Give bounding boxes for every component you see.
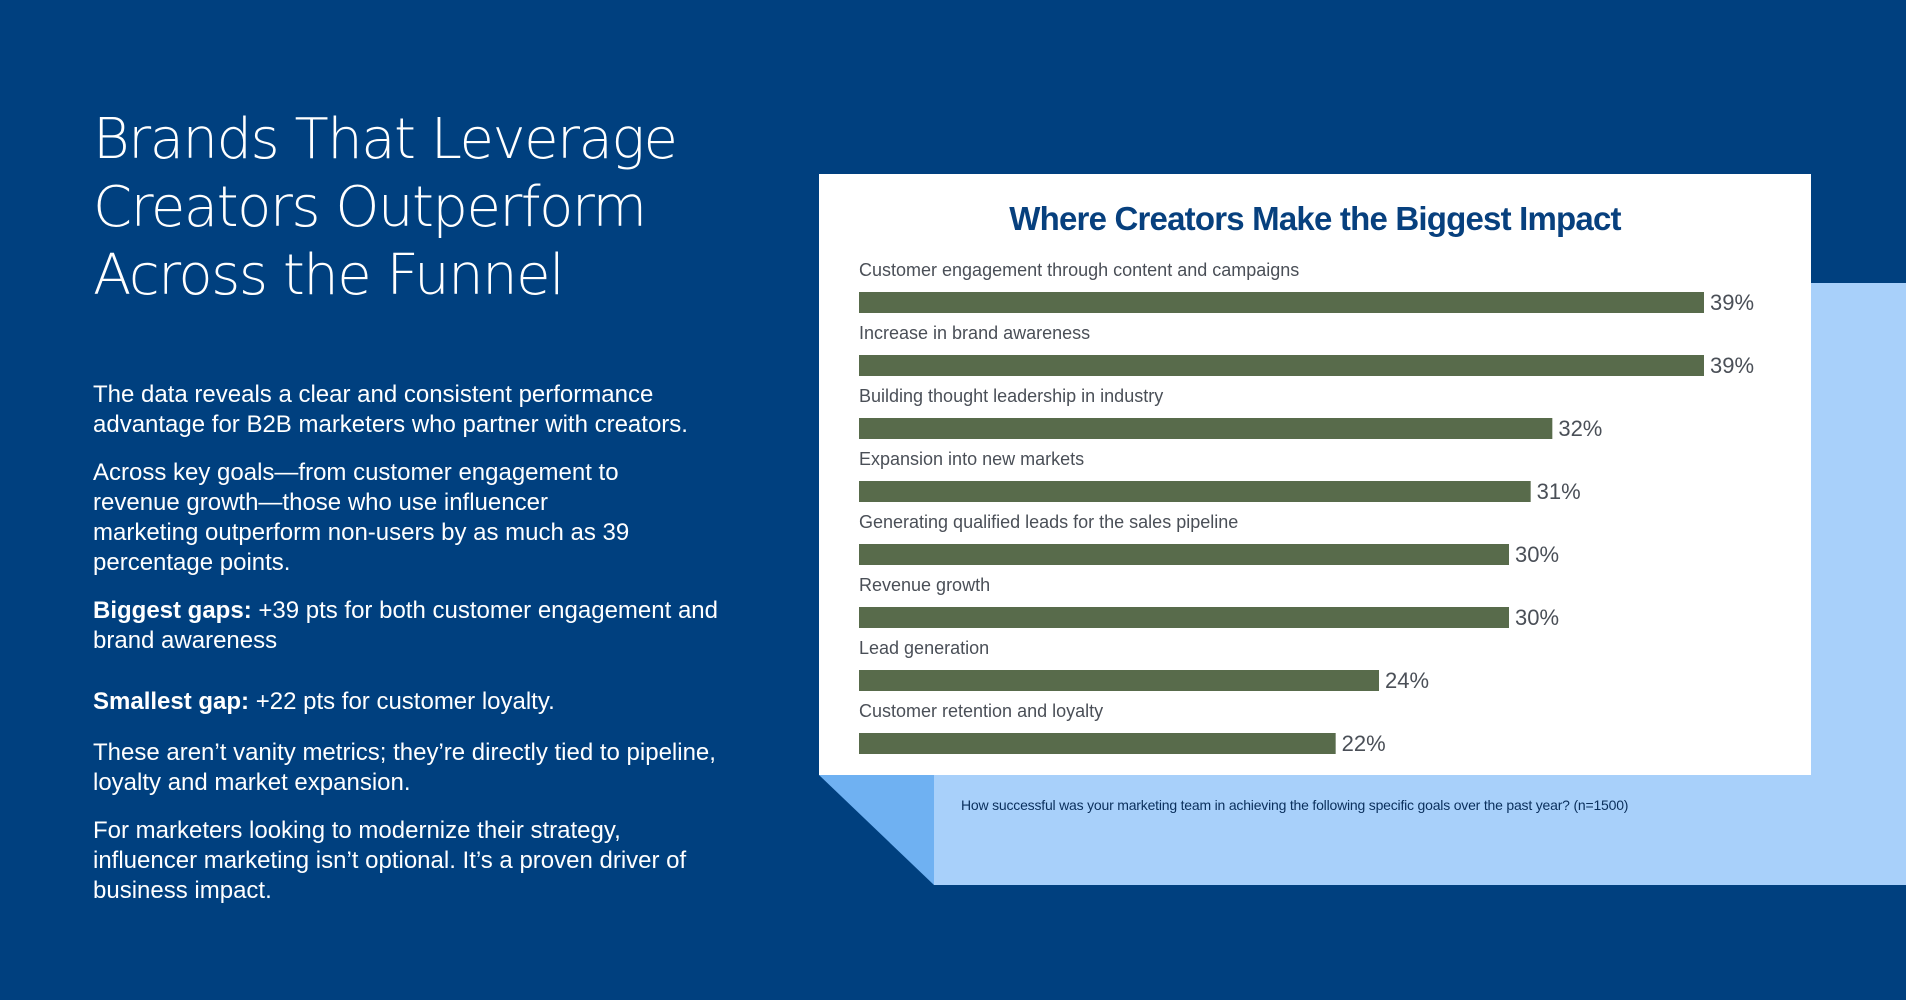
bar-chart: Customer engagement through content and … xyxy=(859,260,1754,756)
value-label: 39% xyxy=(1710,353,1754,378)
value-label: 30% xyxy=(1515,605,1559,630)
bar xyxy=(859,481,1531,502)
biggest-gaps-text: +39 pts for both customer engagement and… xyxy=(93,597,718,654)
body-paragraph-intro: The data reveals a clear and consistent … xyxy=(93,381,688,438)
value-label: 30% xyxy=(1515,542,1559,567)
category-label: Customer engagement through content and … xyxy=(859,260,1299,280)
body-paragraph-vanity-metrics: These aren’t vanity metrics; they’re dir… xyxy=(93,739,716,796)
category-label: Customer retention and loyalty xyxy=(859,701,1103,721)
category-label: Revenue growth xyxy=(859,575,990,595)
category-label: Expansion into new markets xyxy=(859,449,1084,469)
value-label: 24% xyxy=(1385,668,1429,693)
value-label: 32% xyxy=(1558,416,1602,441)
accent-triangle xyxy=(819,775,934,885)
category-label: Lead generation xyxy=(859,638,989,658)
bar xyxy=(859,355,1704,376)
headline-line-1: Brands That Leverage xyxy=(93,107,678,172)
bar xyxy=(859,733,1336,754)
bar xyxy=(859,292,1704,313)
category-label: Increase in brand awareness xyxy=(859,323,1090,343)
value-label: 31% xyxy=(1537,479,1581,504)
category-label: Building thought leadership in industry xyxy=(859,386,1163,406)
category-label: Generating qualified leads for the sales… xyxy=(859,512,1238,532)
bar xyxy=(859,418,1553,439)
body-paragraph-smallest-gap: Smallest gap: +22 pts for customer loyal… xyxy=(93,687,753,717)
bar xyxy=(859,607,1509,628)
headline-line-2: Creators Outperform xyxy=(93,175,647,240)
chart-title: Where Creators Make the Biggest Impact xyxy=(1009,200,1621,237)
headline-line-3: Across the Funnel xyxy=(93,243,565,308)
bar xyxy=(859,544,1509,565)
body-paragraph-key-goals: Across key goals—from customer engagemen… xyxy=(93,459,630,576)
chart-card: Where Creators Make the Biggest Impact C… xyxy=(819,174,1811,775)
body-paragraph-conclusion: For marketers looking to modernize their… xyxy=(93,817,687,904)
survey-footnote: How successful was your marketing team i… xyxy=(961,797,1629,813)
headline: Brands That Leverage Creators Outperform… xyxy=(93,106,713,310)
smallest-gap-text: +22 pts for customer loyalty. xyxy=(249,688,555,715)
smallest-gap-label: Smallest gap: xyxy=(93,688,250,715)
value-label: 22% xyxy=(1342,731,1386,756)
body-paragraph-biggest-gaps: Biggest gaps: +39 pts for both customer … xyxy=(93,596,753,656)
biggest-gaps-label: Biggest gaps: xyxy=(93,597,252,624)
value-label: 39% xyxy=(1710,290,1754,315)
bar xyxy=(859,670,1379,691)
